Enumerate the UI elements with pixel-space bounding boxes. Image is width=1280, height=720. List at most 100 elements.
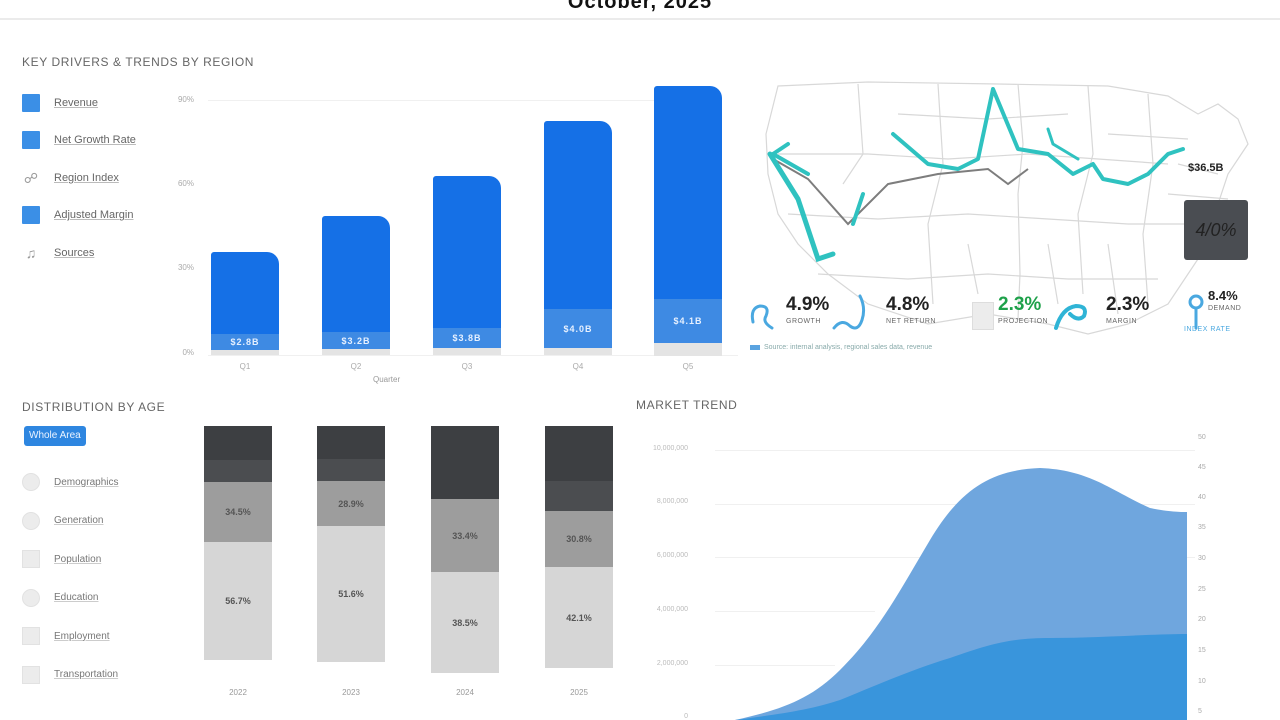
gridline bbox=[715, 504, 1195, 505]
bar-shadow bbox=[544, 348, 612, 355]
right-y-tick: 45 bbox=[1198, 464, 1206, 471]
music-note-icon: ♫ bbox=[25, 244, 37, 261]
age-section-title: DISTRIBUTION BY AGE bbox=[22, 400, 166, 414]
legend-label: Sources bbox=[54, 246, 95, 259]
legend-item-revenue[interactable]: Revenue bbox=[22, 84, 136, 122]
left-y-tick: 4,000,000 bbox=[656, 606, 688, 613]
radio-icon[interactable] bbox=[22, 588, 40, 607]
y-tick: 60% bbox=[177, 179, 194, 188]
legend-item-region[interactable]: ☍ Region Index bbox=[22, 159, 136, 197]
stat-value: 4.8% bbox=[886, 294, 930, 315]
y-tick: 90% bbox=[177, 95, 194, 104]
drivers-section-title: KEY DRIVERS & TRENDS BY REGION bbox=[22, 55, 255, 69]
legend-item-margin[interactable]: Adjusted Margin bbox=[22, 197, 136, 235]
stat-value: 2.3% bbox=[998, 294, 1042, 315]
stat-label: PROJECTION bbox=[998, 318, 1049, 325]
stacked-bar-2025[interactable]: 30.8% 42.1% bbox=[545, 426, 613, 668]
stat-demand: 8.4% DEMAND bbox=[1208, 288, 1241, 312]
bar-base: $2.8B bbox=[211, 334, 279, 350]
segment-top-lower bbox=[204, 460, 272, 482]
x-tick: 2024 bbox=[456, 688, 474, 697]
baseline bbox=[208, 355, 738, 356]
segment-top bbox=[545, 426, 613, 481]
bar-q3[interactable]: $3.8B bbox=[433, 176, 501, 348]
right-y-tick: 5 bbox=[1198, 708, 1202, 715]
left-y-tick: 8,000,000 bbox=[656, 498, 688, 505]
right-y-tick: 10 bbox=[1198, 678, 1206, 685]
segment-top-lower bbox=[317, 459, 385, 481]
right-y-tick: 35 bbox=[1198, 524, 1206, 531]
filter-population[interactable]: Population bbox=[22, 540, 118, 579]
segment-middle: 28.9% bbox=[317, 481, 385, 526]
filter-label: Population bbox=[54, 553, 102, 565]
right-y-tick: 40 bbox=[1198, 494, 1206, 501]
left-y-tick: 6,000,000 bbox=[656, 552, 688, 559]
x-tick: 2025 bbox=[570, 688, 588, 697]
map-footnote: Source: internal analysis, regional sale… bbox=[750, 344, 932, 351]
x-tick: Q3 bbox=[461, 362, 473, 371]
stacked-bar-2022[interactable]: 34.5% 56.7% bbox=[204, 426, 272, 660]
bar-shadow bbox=[654, 343, 722, 356]
bar-q5[interactable]: $4.1B bbox=[654, 86, 722, 343]
filter-transportation[interactable]: Transportation bbox=[22, 656, 118, 695]
segment-bottom: 56.7% bbox=[204, 542, 272, 660]
stacked-bar-2024[interactable]: 33.4% 38.5% bbox=[431, 426, 499, 673]
legend-label: Region Index bbox=[54, 171, 119, 184]
checkbox-icon[interactable] bbox=[22, 665, 40, 684]
right-y-tick: 15 bbox=[1198, 647, 1206, 654]
map-callout: $36.5B bbox=[1188, 162, 1224, 174]
us-map-outline bbox=[765, 81, 1249, 335]
filter-demographics[interactable]: Demographics bbox=[22, 463, 118, 502]
wave-icon bbox=[832, 294, 866, 330]
segment-middle: 30.8% bbox=[545, 511, 613, 567]
x-tick: Q2 bbox=[350, 362, 362, 371]
filter-education[interactable]: Education bbox=[22, 579, 118, 618]
filter-label: Transportation bbox=[54, 669, 119, 681]
radio-icon[interactable] bbox=[22, 511, 40, 530]
bar-label: $3.2B bbox=[341, 335, 371, 346]
pin-icon bbox=[1188, 294, 1204, 330]
footnote-text: Source: internal analysis, regional sale… bbox=[764, 344, 933, 351]
checkbox-icon[interactable] bbox=[22, 627, 40, 646]
filter-label: Education bbox=[54, 592, 99, 604]
map-badge[interactable]: 4/0% bbox=[1184, 200, 1248, 260]
segment-label: 42.1% bbox=[566, 612, 592, 623]
filter-generation[interactable]: Generation bbox=[22, 502, 118, 541]
stat-index-rate: INDEX RATE bbox=[1184, 326, 1231, 333]
x-tick: 2023 bbox=[342, 688, 360, 697]
x-tick: Q1 bbox=[239, 362, 251, 371]
right-y-tick: 50 bbox=[1198, 434, 1206, 441]
legend-label: Revenue bbox=[54, 96, 99, 109]
bar-label: $3.8B bbox=[452, 333, 482, 343]
filter-label: Employment bbox=[54, 630, 110, 642]
bar-base: $3.2B bbox=[322, 332, 390, 349]
filter-label: Demographics bbox=[54, 476, 119, 488]
us-map[interactable]: $36.5B 4/0% 4.9% GROWTH 4.8% NET RETURN … bbox=[748, 74, 1268, 364]
checkbox-icon[interactable] bbox=[22, 550, 40, 569]
bar-q1[interactable]: $2.8B bbox=[211, 252, 279, 350]
whole-area-button[interactable]: Whole Area bbox=[24, 426, 86, 446]
stat-label: DEMAND bbox=[1208, 305, 1242, 312]
bar-q4[interactable]: $4.0B bbox=[544, 121, 612, 348]
stat-value: 4.9% bbox=[786, 294, 830, 315]
stat-label: NET RETURN bbox=[886, 318, 936, 325]
bar-label: $4.0B bbox=[563, 323, 593, 334]
segment-middle: 33.4% bbox=[431, 499, 499, 572]
bar-q2[interactable]: $3.2B bbox=[322, 216, 390, 349]
segment-label: 30.8% bbox=[566, 534, 592, 544]
bar-label: $4.1B bbox=[673, 316, 703, 326]
filter-employment[interactable]: Employment bbox=[22, 617, 118, 656]
segment-label: 51.6% bbox=[338, 589, 364, 599]
legend-item-growth[interactable]: Net Growth Rate bbox=[22, 122, 136, 160]
y-tick: 0% bbox=[182, 348, 194, 357]
radio-icon[interactable] bbox=[22, 473, 40, 492]
right-y-tick: 30 bbox=[1198, 555, 1206, 562]
segment-label: 56.7% bbox=[225, 596, 251, 606]
stacked-bar-2023[interactable]: 28.9% 51.6% bbox=[317, 426, 385, 662]
square-swatch-icon bbox=[22, 93, 40, 112]
segment-top bbox=[317, 426, 385, 459]
right-y-tick: 20 bbox=[1198, 616, 1206, 623]
gridline bbox=[715, 450, 1195, 451]
left-y-tick: 0 bbox=[684, 713, 688, 720]
legend-item-sources[interactable]: ♫ Sources bbox=[22, 234, 136, 272]
